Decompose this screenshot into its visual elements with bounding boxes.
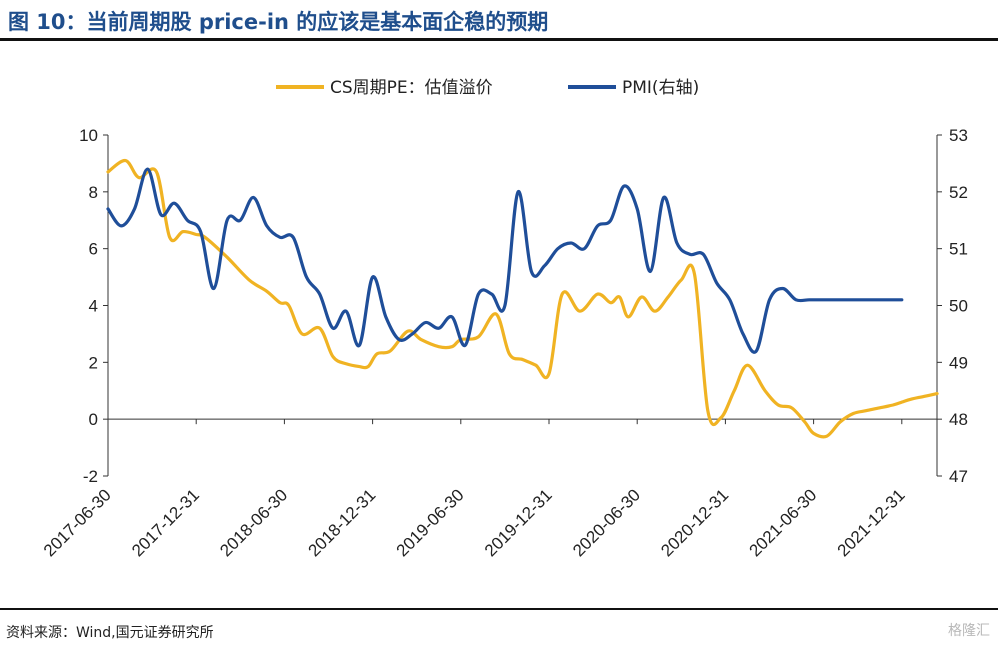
y-right-tick-label: 50 bbox=[949, 297, 968, 316]
y-right-tick-label: 48 bbox=[949, 410, 968, 429]
legend-label-cs: CS周期PE：估值溢价 bbox=[330, 78, 493, 98]
x-tick-label: 2018-06-30 bbox=[216, 485, 291, 560]
y-left-tick-label: 8 bbox=[89, 183, 98, 202]
x-tick-label: 2019-06-30 bbox=[393, 485, 468, 560]
y-right-tick-label: 52 bbox=[949, 183, 968, 202]
top-rule bbox=[0, 38, 998, 41]
y-left-tick-label: 4 bbox=[89, 297, 98, 316]
y-left-tick-label: 6 bbox=[89, 240, 98, 259]
y-right-tick-label: 47 bbox=[949, 467, 968, 486]
series-line-cs-pe bbox=[106, 158, 939, 439]
watermark-logo: 格隆汇 bbox=[948, 623, 990, 639]
legend: CS周期PE：估值溢价 PMI(右轴) bbox=[276, 78, 699, 98]
series-layer bbox=[106, 158, 939, 439]
x-tick-label: 2018-12-31 bbox=[304, 485, 379, 560]
y-left-tick-label: 2 bbox=[89, 353, 98, 372]
x-tick-label: 2017-06-30 bbox=[40, 485, 115, 560]
y-left-tick-label: -2 bbox=[83, 467, 98, 486]
y-left-tick-label: 10 bbox=[79, 126, 98, 145]
chart-area: CS周期PE：估值溢价 PMI(右轴) -2 0 2 4 6 8 10 47 48 49 50 51 5… bbox=[40, 78, 968, 560]
series-line-pmi bbox=[106, 167, 904, 354]
y-right-tick-label: 51 bbox=[949, 240, 968, 259]
x-tick-label: 2021-06-30 bbox=[745, 485, 820, 560]
y-right-tick-label: 53 bbox=[949, 126, 968, 145]
x-tick-label: 2020-06-30 bbox=[569, 485, 644, 560]
source-note: 资料来源：Wind,国元证券研究所 bbox=[6, 625, 214, 641]
x-tick-label: 2021-12-31 bbox=[834, 485, 909, 560]
chart-title: 图 10：当前周期股 price-in 的应该是基本面企稳的预期 bbox=[8, 10, 549, 34]
y-right-tick-label: 49 bbox=[949, 353, 968, 372]
x-tick-label: 2020-12-31 bbox=[657, 485, 732, 560]
x-tick-label: 2019-12-31 bbox=[481, 485, 556, 560]
legend-label-pmi: PMI(右轴) bbox=[622, 78, 699, 98]
axes: -2 0 2 4 6 8 10 47 48 49 50 51 52 53 2017-06-30 2017-12… bbox=[40, 126, 968, 560]
x-tick-label: 2017-12-31 bbox=[128, 485, 203, 560]
bottom-rule bbox=[0, 608, 998, 610]
y-left-tick-label: 0 bbox=[89, 410, 98, 429]
